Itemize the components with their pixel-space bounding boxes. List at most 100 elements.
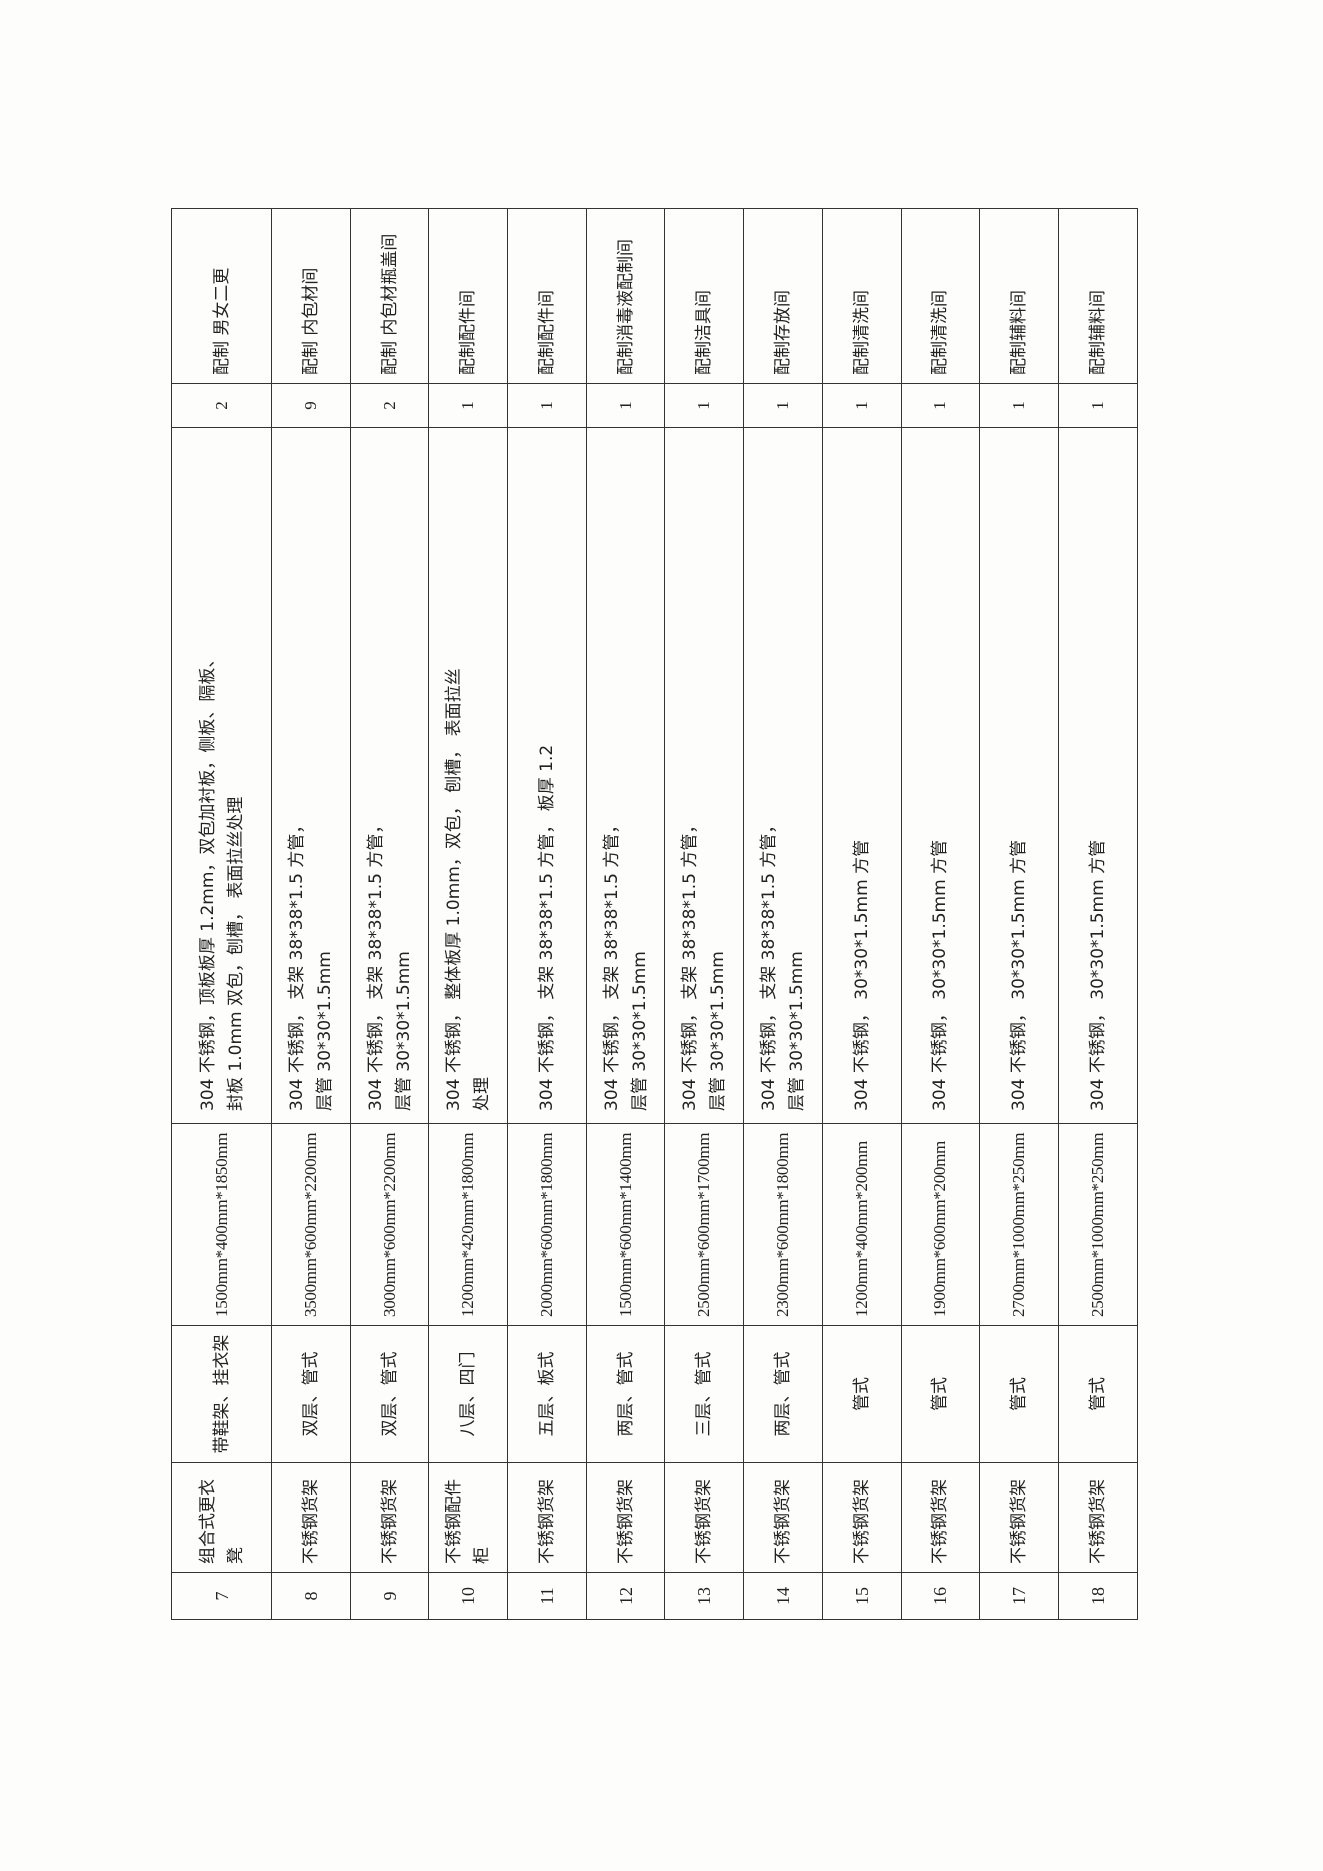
row-number: 12 [586,1572,665,1620]
item-quantity: 1 [507,383,587,428]
table-body: 7 组合式更衣凳 带鞋架、挂衣架 1500mm*400mm*1850mm 304 不锈钢… [171,208,1138,1620]
table-row: 10 不锈钢配件柜 八层、四门 1200mm*420mm*1800mm 304 不锈钢，… [428,208,508,1620]
item-location: 配制清洗间 [901,208,980,384]
table-row: 12 不锈钢货架 两层、管式 1500mm*600mm*1400mm 304 不锈钢， … [586,208,665,1620]
row-number: 9 [350,1572,429,1620]
item-quantity: 1 [743,383,823,428]
item-material: 304 不锈钢， 支架 38*38*1.5 方管， 层管 30*30*1.5mm [664,427,744,1124]
item-location: 配制 内包材间 [271,208,351,384]
item-location: 配制消毒液配制间 [586,208,665,384]
item-type: 管式 [1058,1325,1138,1463]
item-type: 三层、管式 [664,1325,744,1463]
item-dimensions: 2500mm*600mm*1700mm [664,1123,744,1326]
item-name: 不锈钢货架 [979,1462,1059,1573]
material-line: 304 不锈钢， 支架 38*38*1.5 方管， [286,816,307,1111]
material-line: 层管 30*30*1.5mm [629,951,650,1111]
item-type: 两层、管式 [743,1325,823,1463]
row-number: 18 [1058,1572,1138,1620]
material-line: 304 不锈钢， 支架 38*38*1.5 方管， [601,816,622,1111]
material-line: 304 不锈钢，顶板板厚 1.2mm，双包加衬板，侧板、隔板、 [197,650,218,1111]
equipment-table: 7 组合式更衣凳 带鞋架、挂衣架 1500mm*400mm*1850mm 304 不锈钢… [171,208,1138,1620]
material-line: 304 不锈钢， 30*30*1.5mm 方管 [1009,839,1030,1111]
table-row: 16 不锈钢货架 管式 1900mm*600mm*200mm 304 不锈钢， 30*3… [901,208,980,1620]
item-quantity: 1 [822,383,901,428]
item-location: 配制配件间 [507,208,587,384]
item-material: 304 不锈钢， 支架 38*38*1.5 方管， 层管 30*30*1.5mm [350,427,429,1124]
rotated-page-content: 7 组合式更衣凳 带鞋架、挂衣架 1500mm*400mm*1850mm 304 不锈钢… [171,208,1138,1620]
item-material: 304 不锈钢， 支架 38*38*1.5 方管， 层管 30*30*1.5mm [271,427,351,1124]
material-line: 处理 [472,1077,493,1111]
item-name: 组合式更衣凳 [171,1462,272,1573]
item-name: 不锈钢货架 [664,1462,744,1573]
material-line: 层管 30*30*1.5mm [314,951,335,1111]
item-name: 不锈钢配件柜 [428,1462,508,1573]
item-dimensions: 2000mm*600mm*1800mm [507,1123,587,1326]
item-location: 配制辅料间 [979,208,1059,384]
material-line: 304 不锈钢， 支架 38*38*1.5 方管， 板厚 1.2 [536,744,557,1111]
item-name: 不锈钢货架 [822,1462,901,1573]
item-location: 配制洁具间 [664,208,744,384]
table-row: 11 不锈钢货架 五层、板式 2000mm*600mm*1800mm 304 不锈钢， … [507,208,587,1620]
table-row: 14 不锈钢货架 两层、管式 2300mm*600mm*1800mm 304 不锈钢， … [743,208,823,1620]
item-material: 304 不锈钢， 整体板厚 1.0mm，双包， 刨槽， 表面拉丝 处理 [428,427,508,1124]
item-location: 配制辅料间 [1058,208,1138,384]
item-dimensions: 2300mm*600mm*1800mm [743,1123,823,1326]
material-line: 封板 1.0mm 双包，刨槽， 表面拉丝处理 [225,796,246,1111]
item-dimensions: 1500mm*600mm*1400mm [586,1123,665,1326]
item-quantity: 9 [271,383,351,428]
row-number: 11 [507,1572,587,1620]
item-material: 304 不锈钢， 支架 38*38*1.5 方管， 层管 30*30*1.5mm [586,427,665,1124]
item-type: 双层、管式 [350,1325,429,1463]
item-material: 304 不锈钢， 30*30*1.5mm 方管 [901,427,980,1124]
table-row: 17 不锈钢货架 管式 2700mm*1000mm*250mm 304 不锈钢， 30*… [979,208,1059,1620]
item-dimensions: 1900mm*600mm*200mm [901,1123,980,1326]
table-row: 13 不锈钢货架 三层、管式 2500mm*600mm*1700mm 304 不锈钢， … [664,208,744,1620]
item-name: 不锈钢货架 [271,1462,351,1573]
item-location: 配制 男女二更 [171,208,272,384]
table-row: 9 不锈钢货架 双层、管式 3000mm*600mm*2200mm 304 不锈钢， 支… [350,208,429,1620]
material-line: 层管 30*30*1.5mm [393,951,414,1111]
item-dimensions: 1200mm*420mm*1800mm [428,1123,508,1326]
item-name: 不锈钢货架 [901,1462,980,1573]
item-name: 不锈钢货架 [1058,1462,1138,1573]
item-location: 配制配件间 [428,208,508,384]
item-name: 不锈钢货架 [586,1462,665,1573]
item-name: 不锈钢货架 [350,1462,429,1573]
item-location: 配制清洗间 [822,208,901,384]
row-number: 16 [901,1572,980,1620]
row-number: 17 [979,1572,1059,1620]
item-type: 管式 [901,1325,980,1463]
item-type: 管式 [822,1325,901,1463]
item-quantity: 1 [428,383,508,428]
material-line: 304 不锈钢， 30*30*1.5mm 方管 [1087,839,1108,1111]
material-line: 304 不锈钢， 30*30*1.5mm 方管 [851,839,872,1111]
item-quantity: 1 [1058,383,1138,428]
item-quantity: 1 [979,383,1059,428]
item-quantity: 1 [664,383,744,428]
item-name: 不锈钢货架 [743,1462,823,1573]
item-type: 带鞋架、挂衣架 [171,1325,272,1463]
item-dimensions: 2700mm*1000mm*250mm [979,1123,1059,1326]
table-row: 7 组合式更衣凳 带鞋架、挂衣架 1500mm*400mm*1850mm 304 不锈钢… [171,208,272,1620]
row-number: 14 [743,1572,823,1620]
item-quantity: 1 [901,383,980,428]
item-material: 304 不锈钢， 30*30*1.5mm 方管 [822,427,901,1124]
material-line: 层管 30*30*1.5mm [786,951,807,1111]
item-type: 五层、板式 [507,1325,587,1463]
item-name: 不锈钢货架 [507,1462,587,1573]
row-number: 7 [171,1572,272,1620]
material-line: 304 不锈钢， 整体板厚 1.0mm，双包， 刨槽， 表面拉丝 [444,668,465,1111]
material-line: 304 不锈钢， 支架 38*38*1.5 方管， [680,816,701,1111]
item-dimensions: 1200mm*400mm*200mm [822,1123,901,1326]
item-type: 两层、管式 [586,1325,665,1463]
row-number: 8 [271,1572,351,1620]
material-line: 304 不锈钢， 支架 38*38*1.5 方管， [758,816,779,1111]
row-number: 13 [664,1572,744,1620]
item-material: 304 不锈钢， 30*30*1.5mm 方管 [979,427,1059,1124]
item-dimensions: 3500mm*600mm*2200mm [271,1123,351,1326]
item-type: 八层、四门 [428,1325,508,1463]
item-type: 管式 [979,1325,1059,1463]
item-material: 304 不锈钢， 支架 38*38*1.5 方管， 板厚 1.2 [507,427,587,1124]
row-number: 10 [428,1572,508,1620]
item-quantity: 2 [350,383,429,428]
